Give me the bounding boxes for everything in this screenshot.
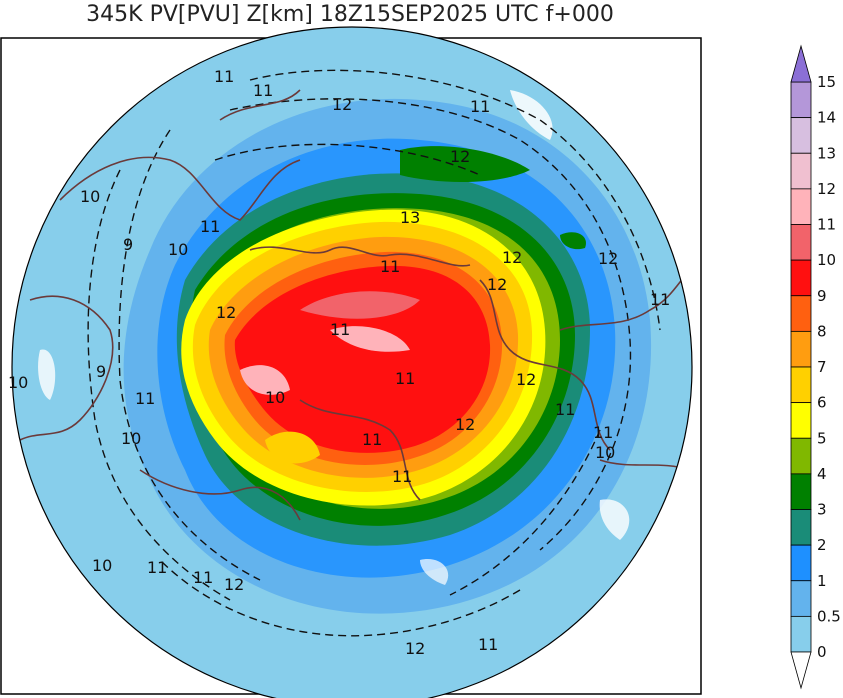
colorbar-tick-label: 6: [817, 394, 827, 412]
colorbar-segment: [790, 615, 812, 653]
colorbar-tick-label: 12: [817, 180, 836, 198]
coastlines: [19, 89, 691, 521]
colorbar-tick-label: 3: [817, 501, 827, 519]
contour-label: 11: [392, 467, 412, 486]
colorbar: 15 14 13 12 11 10 9 8 7 6 5 4 3 2 1 0.5 0: [790, 44, 841, 690]
contour-label: 10: [92, 556, 112, 575]
contour-label: 9: [96, 362, 106, 381]
colorbar-tick-label: 2: [817, 536, 827, 554]
colorbar-segment: [790, 224, 812, 261]
colorbar-segment: [790, 330, 812, 368]
contour-label: 10: [80, 187, 100, 206]
contour-label: 10: [121, 429, 141, 448]
colorbar-tick-label: 0: [817, 643, 827, 661]
colorbar-segment: [790, 473, 812, 510]
colorbar-tick-label: 5: [817, 429, 827, 447]
colorbar-segment: [790, 188, 812, 225]
colorbar-segment: [790, 152, 812, 190]
contour-label: 11: [380, 257, 400, 276]
contour-label: 11: [593, 423, 613, 442]
colorbar-tick-label: 10: [817, 251, 836, 269]
colorbar-tick-label: 14: [817, 109, 836, 127]
contour-label: 9: [123, 235, 133, 254]
contour-label: 12: [598, 249, 618, 268]
colorbar-bottom-arrow: [790, 651, 812, 690]
pv-field: [12, 27, 692, 698]
colorbar-segment: [790, 366, 812, 404]
colorbar-tick-label: 0.5: [817, 607, 841, 625]
contour-label: 11: [253, 81, 273, 100]
contour-label: 12: [405, 639, 425, 658]
contour-label: 11: [330, 320, 350, 339]
contour-label: 12: [516, 370, 536, 389]
contour-label: 11: [147, 558, 167, 577]
colorbar-tick-label: 8: [817, 322, 827, 340]
colorbar-tick-label: 11: [817, 216, 836, 234]
contour-label: 12: [455, 415, 475, 434]
contour-label: 11: [200, 217, 220, 236]
contour-label: 12: [502, 248, 522, 267]
contour-label: 12: [450, 147, 470, 166]
contour-label: 12: [224, 575, 244, 594]
colorbar-tick-label: 15: [817, 73, 836, 91]
colorbar-segment: [790, 81, 812, 119]
colorbar-segment: [790, 259, 812, 297]
contour-label: 12: [216, 303, 236, 322]
contour-label: 11: [650, 290, 670, 309]
contour-label: 11: [555, 400, 575, 419]
contour-label: 11: [362, 430, 382, 449]
contour-label: 11: [470, 97, 490, 116]
colorbar-segment: [790, 295, 812, 332]
contour-label: 12: [332, 95, 352, 114]
colorbar-tick-label: 13: [817, 144, 836, 162]
colorbar-segment: [790, 544, 812, 582]
colorbar-segment: [790, 437, 812, 475]
colorbar-tick-label: 9: [817, 287, 827, 305]
height-contours: [87, 69, 661, 637]
contour-label: 10: [168, 240, 188, 259]
colorbar-top-arrow: [790, 44, 812, 83]
contour-label: 11: [193, 568, 213, 587]
contour-label: 11: [214, 67, 234, 86]
contour-label: 12: [487, 275, 507, 294]
colorbar-tick-label: 4: [817, 465, 827, 483]
map-boundary: [11, 26, 693, 698]
colorbar-segment: [790, 117, 812, 154]
map-title: 345K PV[PVU] Z[km] 18Z15SEP2025 UTC f+00…: [86, 2, 614, 27]
contour-label: 13: [400, 208, 420, 227]
contour-label: 10: [265, 388, 285, 407]
colorbar-segment: [790, 580, 812, 617]
contour-label: 11: [478, 635, 498, 654]
colorbar-segment: [790, 509, 812, 546]
contour-label: 10: [8, 373, 28, 392]
contour-label: 11: [395, 369, 415, 388]
colorbar-tick-label: 7: [817, 358, 827, 376]
colorbar-segment: [790, 402, 812, 439]
colorbar-tick-label: 1: [817, 572, 827, 590]
contour-label: 10: [595, 443, 615, 462]
contour-labels: 11 11 12 11 12 10 11 9 10 13 12 12 11 12…: [8, 67, 670, 658]
contour-label: 11: [135, 389, 155, 408]
